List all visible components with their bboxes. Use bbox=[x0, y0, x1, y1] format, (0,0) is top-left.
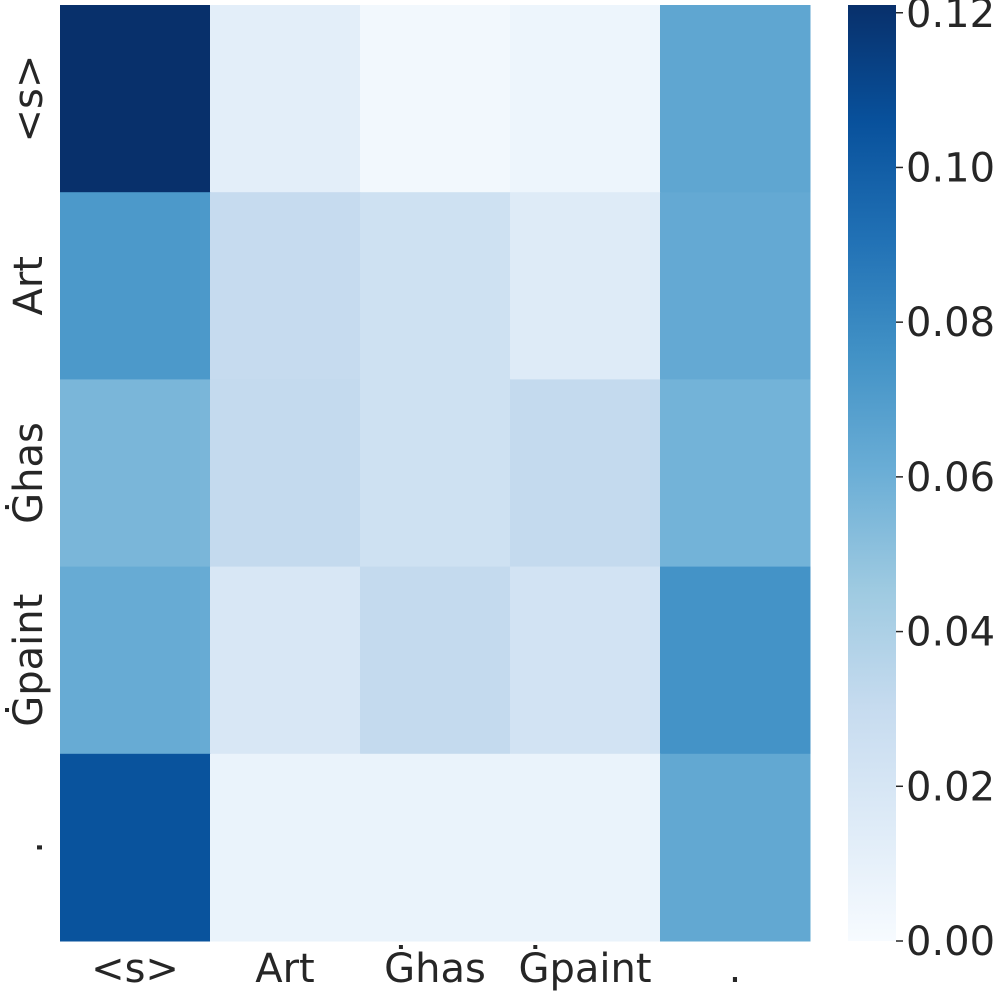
heatmap-cell bbox=[660, 379, 811, 568]
heatmap-cell bbox=[510, 753, 661, 942]
heatmap-cell bbox=[360, 753, 511, 942]
heatmap-cell bbox=[60, 566, 211, 755]
heatmap-cell bbox=[210, 566, 361, 755]
x-tick-label: Ġpaint bbox=[518, 944, 651, 992]
y-tick-label: Art bbox=[6, 256, 52, 316]
x-tick-labels: <s> Art Ġhas Ġpaint. bbox=[91, 944, 741, 992]
x-tick-label: . bbox=[729, 946, 742, 992]
heatmap-cell bbox=[660, 5, 811, 193]
y-tick-label: <s> bbox=[6, 55, 52, 143]
heatmap-cell bbox=[360, 566, 511, 755]
colorbar-tick-label: 0.12 bbox=[906, 0, 995, 37]
x-tick-label: Art bbox=[255, 946, 315, 992]
heatmap-cell bbox=[60, 753, 211, 942]
heatmap-cell bbox=[60, 379, 211, 568]
colorbar-tick-label: 0.08 bbox=[906, 300, 995, 346]
heatmap-cell bbox=[210, 753, 361, 942]
y-tick-labels: <s> Art Ġhas Ġpaint. bbox=[4, 55, 52, 854]
heatmap-cell bbox=[510, 379, 661, 568]
colorbar-tick-label: 0.04 bbox=[906, 610, 995, 656]
heatmap-cell bbox=[660, 753, 811, 942]
heatmap-cell bbox=[360, 192, 511, 380]
heatmap-cell bbox=[210, 192, 361, 380]
heatmap-cell bbox=[360, 5, 511, 193]
heatmap-cell bbox=[510, 5, 661, 193]
heatmap-cell bbox=[660, 192, 811, 380]
colorbar-ticks: 0.00 0.02 0.04 0.06 0.08 0.10 0.12 bbox=[896, 0, 995, 965]
heatmap-cell bbox=[60, 192, 211, 380]
heatmap-cell bbox=[660, 566, 811, 755]
y-tick-label: . bbox=[6, 841, 52, 854]
colorbar-tick-label: 0.10 bbox=[906, 145, 995, 191]
heatmap-cells bbox=[60, 5, 811, 942]
heatmap-cell bbox=[210, 5, 361, 193]
heatmap-cell bbox=[510, 566, 661, 755]
heatmap-cell bbox=[510, 192, 661, 380]
heatmap-cell bbox=[210, 379, 361, 568]
y-tick-label: Ġhas bbox=[4, 422, 52, 524]
colorbar bbox=[848, 5, 896, 941]
heatmap-cell bbox=[360, 379, 511, 568]
heatmap-cell bbox=[60, 5, 211, 193]
x-tick-label: Ġhas bbox=[384, 944, 486, 992]
colorbar-tick-label: 0.00 bbox=[906, 919, 995, 965]
colorbar-tick-label: 0.02 bbox=[906, 764, 995, 810]
colorbar-tick-label: 0.06 bbox=[906, 455, 995, 501]
y-tick-label: Ġpaint bbox=[4, 594, 52, 727]
x-tick-label: <s> bbox=[91, 946, 179, 992]
